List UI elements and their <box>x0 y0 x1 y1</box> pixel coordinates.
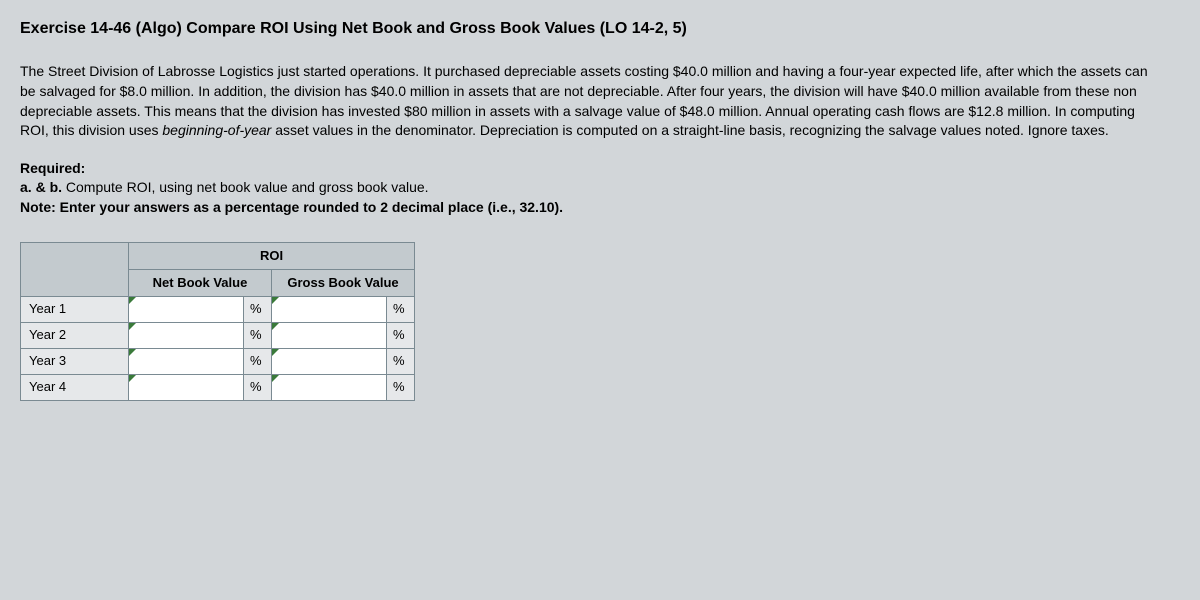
row-label: Year 1 <box>21 296 129 322</box>
roi-table-wrap: ROI Net Book Value Gross Book Value Year… <box>20 242 415 401</box>
pct-label: % <box>387 296 415 322</box>
row-label: Year 4 <box>21 374 129 400</box>
nbv-input-year4[interactable] <box>129 374 244 400</box>
pct-label: % <box>387 322 415 348</box>
pct-label: % <box>244 348 272 374</box>
pct-label: % <box>387 374 415 400</box>
pct-label: % <box>244 322 272 348</box>
col-header-gbv: Gross Book Value <box>272 269 415 296</box>
body-post: asset values in the denominator. Depreci… <box>271 122 1108 138</box>
col-header-nbv: Net Book Value <box>129 269 272 296</box>
nbv-input-year2[interactable] <box>129 322 244 348</box>
ab-label: a. & b. <box>20 179 62 195</box>
ab-text: Compute ROI, using net book value and gr… <box>62 179 429 195</box>
gbv-input-year3[interactable] <box>272 348 387 374</box>
roi-table: ROI Net Book Value Gross Book Value Year… <box>20 242 415 401</box>
roi-header: ROI <box>129 242 415 269</box>
row-label: Year 2 <box>21 322 129 348</box>
table-row: Year 4 % % <box>21 374 415 400</box>
table-row: Year 1 % % <box>21 296 415 322</box>
gbv-input-year4[interactable] <box>272 374 387 400</box>
table-row: Year 2 % % <box>21 322 415 348</box>
corner-cell <box>21 242 129 296</box>
required-block: Required: a. & b. Compute ROI, using net… <box>20 159 1180 218</box>
table-row: Year 3 % % <box>21 348 415 374</box>
nbv-input-year3[interactable] <box>129 348 244 374</box>
pct-label: % <box>244 374 272 400</box>
ab-line: a. & b. Compute ROI, using net book valu… <box>20 178 1180 198</box>
gbv-input-year2[interactable] <box>272 322 387 348</box>
gbv-input-year1[interactable] <box>272 296 387 322</box>
body-italic: beginning-of-year <box>162 122 271 138</box>
problem-statement: The Street Division of Labrosse Logistic… <box>20 62 1160 140</box>
row-label: Year 3 <box>21 348 129 374</box>
pct-label: % <box>244 296 272 322</box>
note-text: Note: Enter your answers as a percentage… <box>20 198 1180 218</box>
exercise-title: Exercise 14-46 (Algo) Compare ROI Using … <box>20 18 1180 40</box>
nbv-input-year1[interactable] <box>129 296 244 322</box>
pct-label: % <box>387 348 415 374</box>
required-label: Required: <box>20 159 1180 179</box>
